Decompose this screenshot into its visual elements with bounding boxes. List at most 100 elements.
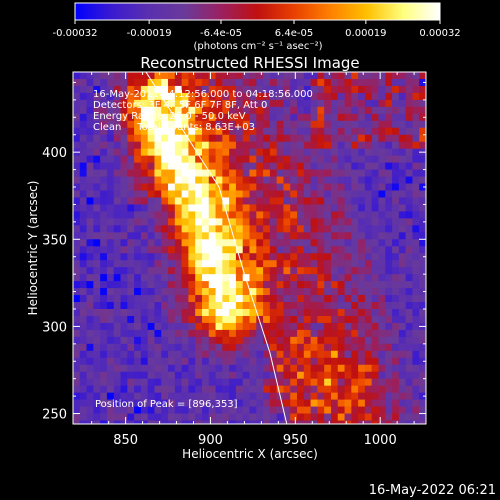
heatmap-cell bbox=[263, 329, 271, 338]
heatmap-cell bbox=[134, 183, 142, 192]
heatmap-cell bbox=[398, 274, 407, 282]
heatmap-cell bbox=[249, 420, 257, 424]
heatmap-cell bbox=[86, 357, 94, 366]
x-axis-label: Heliocentric X (arcsec) bbox=[182, 447, 318, 461]
heatmap-cell bbox=[222, 197, 230, 206]
heatmap-cell bbox=[147, 141, 156, 150]
heatmap-cell bbox=[419, 162, 426, 171]
heatmap-cell bbox=[256, 183, 264, 192]
heatmap-cell bbox=[73, 308, 81, 317]
heatmap-cell bbox=[201, 329, 210, 338]
heatmap-cell bbox=[229, 343, 237, 352]
heatmap-cell bbox=[86, 302, 94, 310]
heatmap-cell bbox=[412, 364, 420, 373]
heatmap-cell bbox=[324, 308, 332, 317]
heatmap-cell bbox=[161, 288, 169, 296]
heatmap-cell bbox=[263, 371, 271, 380]
heatmap-cell bbox=[303, 329, 312, 338]
heatmap-cell bbox=[106, 308, 115, 317]
heatmap-cell bbox=[201, 288, 210, 296]
heatmap-cell bbox=[398, 371, 407, 380]
heatmap-cell bbox=[235, 134, 244, 143]
heatmap-cell bbox=[351, 72, 359, 80]
heatmap-cell bbox=[405, 336, 414, 345]
heatmap-cell bbox=[229, 134, 237, 143]
heatmap-cell bbox=[242, 141, 251, 150]
heatmap-cell bbox=[269, 99, 278, 108]
heatmap-cell bbox=[86, 420, 94, 424]
heatmap-cell bbox=[73, 295, 81, 303]
heatmap-cell bbox=[195, 281, 203, 289]
heatmap-cell bbox=[249, 134, 257, 143]
heatmap-cell bbox=[242, 183, 251, 192]
heatmap-cell bbox=[269, 274, 278, 282]
heatmap-cell bbox=[412, 406, 420, 415]
heatmap-cell bbox=[174, 162, 183, 171]
heatmap-cell bbox=[120, 99, 128, 108]
heatmap-cell bbox=[154, 399, 162, 408]
heatmap-cell bbox=[351, 392, 359, 401]
heatmap-cell bbox=[371, 253, 380, 261]
heatmap-cell bbox=[147, 308, 156, 317]
heatmap-cell bbox=[215, 281, 223, 289]
heatmap-cell bbox=[303, 281, 312, 289]
heatmap-cell bbox=[222, 141, 230, 150]
heatmap-cell bbox=[256, 267, 264, 275]
heatmap-cell bbox=[392, 197, 400, 206]
heatmap-cell bbox=[208, 295, 217, 303]
heatmap-cell bbox=[378, 288, 386, 296]
heatmap-cell bbox=[358, 302, 366, 310]
heatmap-cell bbox=[364, 92, 373, 101]
heatmap-cell bbox=[419, 420, 426, 424]
heatmap-cell bbox=[188, 267, 196, 275]
heatmap-cell bbox=[317, 134, 325, 143]
heatmap-cell bbox=[412, 343, 420, 352]
heatmap-cell bbox=[154, 232, 162, 240]
heatmap-cell bbox=[378, 72, 386, 80]
heatmap-cell bbox=[290, 99, 298, 108]
heatmap-cell bbox=[188, 197, 196, 206]
heatmap-cell bbox=[127, 357, 135, 366]
colorbar-tick-label: 0.00019 bbox=[345, 28, 386, 39]
heatmap-cell bbox=[201, 308, 210, 317]
heatmap-cell bbox=[242, 267, 251, 275]
heatmap-cell bbox=[249, 239, 257, 247]
heatmap-cell bbox=[168, 148, 176, 157]
heatmap-cell bbox=[344, 350, 352, 359]
heatmap-cell bbox=[140, 260, 149, 268]
heatmap-cell bbox=[93, 350, 101, 359]
heatmap-cell bbox=[154, 72, 162, 80]
heatmap-cell bbox=[86, 162, 94, 171]
heatmap-cell bbox=[303, 413, 312, 422]
heatmap-cell bbox=[297, 364, 305, 373]
heatmap-cell bbox=[154, 385, 162, 394]
heatmap-cell bbox=[195, 274, 203, 282]
heatmap-cell bbox=[140, 190, 149, 199]
heatmap-cell bbox=[419, 134, 426, 143]
heatmap-cell bbox=[249, 155, 257, 164]
heatmap-cell bbox=[113, 106, 122, 115]
heatmap-cell bbox=[256, 120, 264, 129]
heatmap-cell bbox=[385, 155, 393, 164]
heatmap-cell bbox=[106, 406, 115, 415]
heatmap-cell bbox=[283, 308, 291, 317]
heatmap-cell bbox=[215, 197, 223, 206]
heatmap-cell bbox=[351, 420, 359, 424]
heatmap-cell bbox=[79, 274, 88, 282]
heatmap-cell bbox=[392, 267, 400, 275]
heatmap-cell bbox=[256, 399, 264, 408]
heatmap-cell bbox=[79, 267, 88, 275]
heatmap-cell bbox=[426, 281, 433, 289]
heatmap-cell bbox=[174, 343, 183, 352]
heatmap-cell bbox=[127, 399, 135, 408]
heatmap-cell bbox=[344, 274, 352, 282]
heatmap-cell bbox=[174, 134, 183, 143]
heatmap-cell bbox=[337, 211, 346, 219]
heatmap-cell bbox=[113, 288, 122, 296]
heatmap-cell bbox=[256, 364, 264, 373]
heatmap-cell bbox=[392, 281, 400, 289]
heatmap-cell bbox=[201, 169, 210, 178]
heatmap-cell bbox=[174, 246, 183, 254]
heatmap-cell bbox=[93, 190, 101, 199]
